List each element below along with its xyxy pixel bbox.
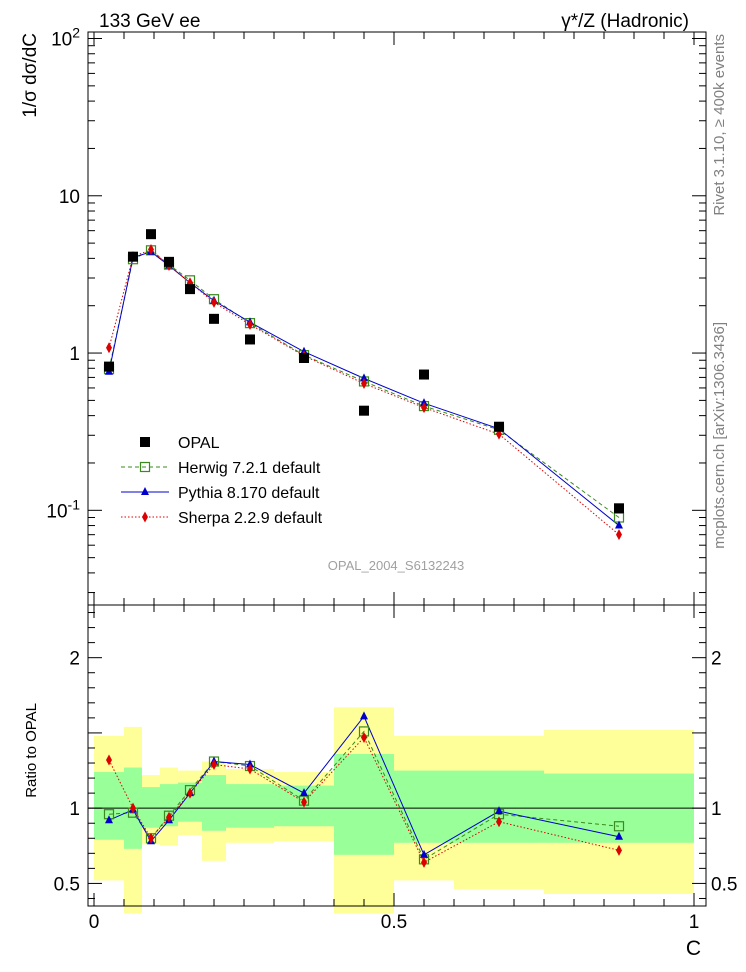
- opal-data-point: [164, 256, 174, 267]
- x-tick-label: 0: [89, 912, 100, 933]
- legend-label-1: Pythia 8.170 default: [178, 485, 320, 502]
- header-left-label: 133 GeV ee: [99, 11, 200, 32]
- ratio-inner-band: [94, 772, 124, 840]
- ratio-plot-panel: 0 0.5 1 0.5 0.5 1 1 2 2: [54, 604, 737, 933]
- ratio-series-line-2: [108, 736, 620, 864]
- x-tick-label: 0.5: [381, 912, 407, 933]
- legend-label-opal: OPAL: [178, 435, 220, 452]
- opal-data-point: [128, 251, 138, 262]
- opal-data-point: [494, 421, 504, 432]
- y-tick-label: 1: [69, 344, 80, 365]
- ratio-inner-band: [394, 770, 454, 843]
- ratio-series-point-2: [148, 832, 154, 844]
- legend-marker-0: [139, 461, 151, 473]
- ratio-series-point-1: [495, 806, 503, 815]
- legend: OPAL Herwig 7.2.1 default Pythia 8.170 def…: [121, 435, 323, 527]
- opal-data-point: [419, 369, 429, 380]
- ratio-series-point-0: [613, 821, 625, 832]
- ratio-series-point-2: [187, 787, 193, 799]
- ratio-y-tick-label-right: 0.5: [711, 874, 737, 895]
- ratio-frame: [87, 604, 707, 907]
- ratio-inner-band: [334, 753, 394, 855]
- ratio-series-point-1: [246, 759, 254, 768]
- series-point-1: [615, 520, 623, 529]
- ratio-series-point-2: [211, 759, 217, 771]
- legend-marker-opal: [140, 437, 150, 447]
- ratio-y-tick-label-right: 2: [711, 649, 722, 670]
- rivet-version-label: Rivet 3.1.10, ≥ 400k events: [711, 34, 728, 216]
- series-point-2: [211, 296, 217, 308]
- series-point-2: [148, 244, 154, 256]
- analysis-id-label: OPAL_2004_S6132243: [328, 558, 464, 573]
- legend-label-0: Herwig 7.2.1 default: [178, 460, 321, 477]
- ratio-series-line-1: [108, 715, 620, 856]
- opal-data-point: [104, 361, 114, 372]
- legend-label-2: Sherpa 2.2.9 default: [178, 510, 323, 527]
- ratio-inner-band: [202, 775, 226, 831]
- ratio-series-point-1: [300, 788, 308, 797]
- ratio-series-point-2: [301, 796, 307, 808]
- ratio-y-axis-label: Ratio to OPAL: [23, 703, 40, 798]
- opal-data-point: [245, 334, 255, 345]
- series-point-2: [421, 402, 427, 414]
- ratio-y-tick-label: 0.5: [54, 874, 80, 895]
- x-tick-label: 1: [689, 912, 700, 933]
- series-line-1: [108, 251, 620, 526]
- ratio-series-point-1: [360, 711, 368, 720]
- opal-data-point: [359, 405, 369, 416]
- ratio-y-tick-label: 2: [69, 649, 80, 670]
- y-tick-label: 10: [59, 187, 80, 208]
- ratio-series-point-2: [496, 816, 502, 828]
- ratio-series-point-2: [166, 811, 172, 823]
- opal-data-point: [209, 313, 219, 324]
- y-tick-label: 102: [51, 25, 80, 51]
- mcplots-label: mcplots.cern.ch [arXiv:1306.3436]: [711, 322, 728, 549]
- ratio-series-point-2: [130, 802, 136, 814]
- ratio-y-tick-label: 1: [69, 799, 80, 820]
- ratio-inner-band: [226, 784, 274, 828]
- main-y-axis-label: 1/σ dσ/dC: [20, 33, 41, 118]
- opal-data-point: [299, 353, 309, 364]
- opal-data-point: [614, 503, 624, 514]
- legend-marker-2: [142, 511, 148, 523]
- y-tick-label: 10-1: [46, 496, 80, 522]
- ratio-series-point-1: [615, 831, 623, 840]
- ratio-series-point-2: [616, 844, 622, 856]
- legend-marker-1: [141, 487, 149, 495]
- series-point-2: [616, 529, 622, 541]
- x-axis-label: C: [686, 937, 701, 960]
- series-point-2: [361, 378, 367, 390]
- ratio-series-point-2: [247, 763, 253, 775]
- series-point-1: [360, 373, 368, 382]
- series-point-2: [247, 318, 253, 330]
- ratio-inner-band: [142, 787, 160, 828]
- header-right-label: γ*/Z (Hadronic): [561, 11, 689, 32]
- series-point-2: [106, 342, 112, 354]
- ratio-series-point-1: [105, 815, 113, 824]
- ratio-series-point-2: [421, 856, 427, 868]
- opal-data-point: [146, 229, 156, 240]
- ratio-series-point-1: [420, 849, 428, 858]
- ratio-series-point-2: [361, 731, 367, 743]
- ratio-series-point-2: [106, 754, 112, 766]
- opal-data-point: [185, 284, 195, 295]
- main-plot-panel: 102 10 1 10-1: [46, 25, 707, 606]
- ratio-y-tick-label-right: 1: [711, 799, 722, 820]
